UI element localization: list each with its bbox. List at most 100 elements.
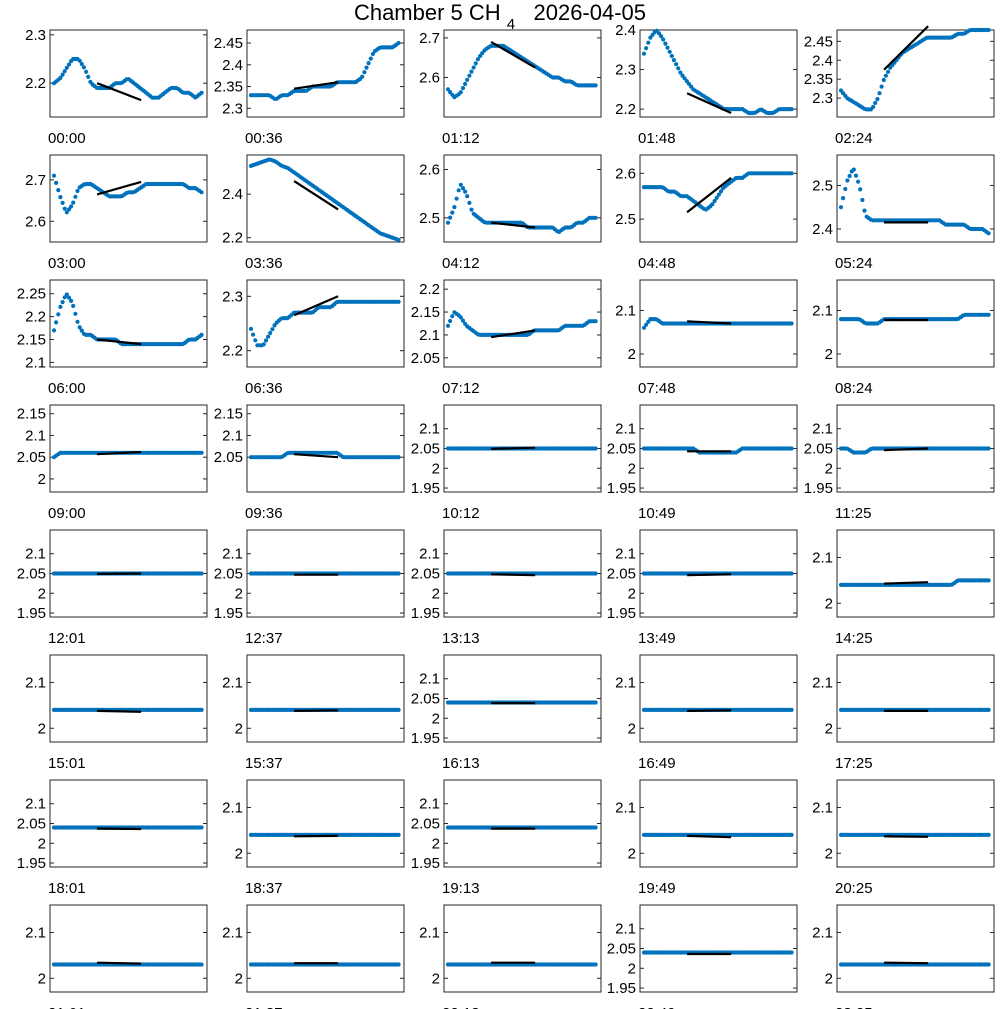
data-point: [661, 37, 666, 42]
data-point: [71, 200, 76, 205]
axes-frame: [836, 654, 995, 743]
data-point: [862, 208, 867, 213]
data-point: [452, 205, 457, 210]
data-point: [60, 200, 65, 205]
y-tick-label: 2.1: [222, 674, 243, 691]
y-tick-label: 2.05: [411, 350, 440, 367]
data-point: [473, 61, 478, 66]
data-point: [86, 74, 91, 79]
fit-line: [686, 92, 732, 115]
data-point: [986, 27, 991, 33]
axes-frame: [49, 29, 208, 118]
data-point: [593, 962, 598, 967]
subplot-time-label: 18:37: [245, 880, 283, 897]
y-tick-label: 2.6: [419, 69, 440, 86]
subplot-0600: 2.1 2.15 2.2 2.25 06:00: [17, 279, 208, 397]
subplot-1237: 1.95 2 2.05 2.1 12:37: [214, 529, 405, 647]
data-point: [716, 192, 722, 197]
y-tick-label: 2.1: [222, 546, 243, 563]
y-tick-label: 2: [628, 720, 636, 737]
data-point: [396, 707, 401, 713]
subplot-2325: 2 2.1 23:25: [812, 904, 995, 1009]
data-point: [641, 325, 647, 330]
data-point: [450, 210, 455, 215]
data-point: [674, 62, 679, 67]
subplot-time-label: 10:49: [638, 505, 676, 522]
y-tick-label: 1.95: [411, 480, 440, 497]
y-tick-label: 2.3: [222, 100, 243, 117]
data-point: [58, 304, 63, 309]
data-point: [986, 312, 991, 317]
data-point: [986, 832, 991, 838]
data-point: [199, 190, 204, 195]
axes-frame: [836, 779, 995, 868]
data-point: [62, 206, 67, 211]
y-tick-label: 1.95: [411, 605, 440, 622]
subplot-2025: 2 2.1 20:25: [812, 779, 995, 897]
y-tick-label: 2: [235, 585, 243, 602]
data-point: [261, 342, 266, 347]
fit-line: [294, 709, 339, 712]
title-prefix: Chamber 5 CH: [353, 0, 501, 25]
fit-line: [490, 329, 536, 339]
data-point: [58, 75, 63, 80]
fit-line: [883, 25, 929, 71]
y-tick-label: 2: [235, 845, 243, 862]
data-point: [669, 53, 674, 59]
y-tick-label: 1.95: [17, 605, 46, 622]
subplot-0712: 2.05 2.1 2.15 2.2 07:12: [411, 279, 602, 397]
y-tick-label: 2.6: [419, 162, 440, 179]
data-point: [646, 40, 651, 45]
y-tick-label: 2.2: [222, 343, 243, 360]
y-tick-label: 1.95: [214, 605, 243, 622]
fit-line: [96, 338, 142, 346]
data-point: [460, 318, 466, 323]
data-point: [853, 173, 859, 178]
data-point: [81, 65, 86, 70]
subplot-1725: 2 2.1 17:25: [812, 654, 995, 772]
axes-frame: [49, 904, 208, 993]
y-tick-label: 2.05: [214, 449, 243, 466]
data-point: [448, 318, 453, 324]
y-tick-label: 2.3: [25, 27, 46, 44]
data-point: [64, 292, 69, 297]
fit-line: [884, 447, 929, 452]
y-tick-label: 2.1: [812, 549, 833, 566]
y-tick-label: 1.95: [607, 980, 636, 997]
subplot-time-label: 14:25: [835, 630, 873, 647]
figure-title: Chamber 5 CH 4 2026-04-05: [0, 0, 1000, 33]
y-tick-label: 2.1: [615, 799, 636, 816]
fit-line: [884, 961, 929, 965]
data-point: [851, 167, 856, 172]
y-tick-label: 2: [825, 845, 833, 862]
data-point: [364, 65, 369, 70]
data-point: [199, 450, 204, 455]
data-point: [79, 61, 84, 67]
fit-line: [97, 450, 142, 456]
subplot-time-label: 23:25: [835, 1005, 873, 1009]
axes-frame: [49, 154, 208, 243]
subplot-time-label: 07:12: [442, 380, 480, 397]
data-point: [60, 72, 65, 77]
y-tick-label: 2.2: [419, 281, 440, 298]
data-point: [593, 571, 598, 576]
fit-line: [687, 834, 732, 839]
data-point: [458, 315, 463, 320]
subplot-2137: 2 2.1 21:37: [222, 904, 405, 1009]
y-tick-label: 2.1: [615, 921, 636, 938]
subplot-time-label: 13:13: [442, 630, 480, 647]
fit-line: [687, 709, 732, 712]
subplot-0148: 2.2 2.3 2.4 01:48: [615, 22, 798, 147]
subplot-time-label: 09:00: [48, 505, 86, 522]
y-tick-label: 2.1: [615, 302, 636, 319]
subplot-1801: 1.95 2 2.05 2.1 18:01: [17, 779, 208, 897]
axes-frame: [639, 154, 798, 243]
data-point: [644, 322, 649, 327]
title-subscript: 4: [506, 16, 516, 33]
y-tick-label: 2.05: [411, 441, 440, 458]
y-tick-label: 2.45: [804, 33, 833, 50]
subplot-time-label: 03:36: [245, 255, 283, 272]
y-tick-label: 2.05: [607, 566, 636, 583]
subplot-time-label: 07:48: [638, 380, 676, 397]
fit-line: [491, 446, 536, 450]
